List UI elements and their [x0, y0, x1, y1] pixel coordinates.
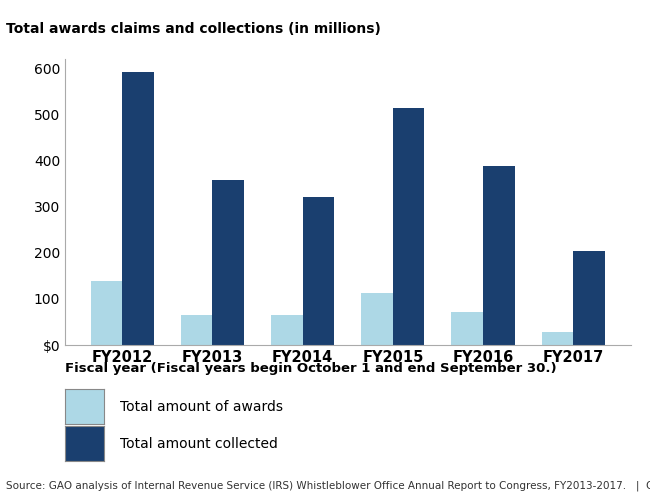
Bar [573, 251, 604, 345]
Bar [393, 107, 424, 345]
Bar [303, 197, 334, 345]
Bar [483, 166, 515, 345]
Text: Source: GAO analysis of Internal Revenue Service (IRS) Whistleblower Office Annu: Source: GAO analysis of Internal Revenue… [6, 480, 650, 491]
Bar [271, 315, 303, 345]
Bar [452, 312, 483, 345]
Bar [541, 332, 573, 345]
Text: Total awards claims and collections (in millions): Total awards claims and collections (in … [6, 22, 382, 36]
Bar [213, 180, 244, 345]
Bar [91, 282, 122, 345]
Bar [361, 293, 393, 345]
Bar [181, 315, 213, 345]
Bar [122, 72, 154, 345]
Text: Total amount of awards: Total amount of awards [120, 400, 283, 414]
Text: Fiscal year (Fiscal years begin October 1 and end September 30.): Fiscal year (Fiscal years begin October … [65, 362, 556, 375]
Text: Total amount collected: Total amount collected [120, 437, 278, 451]
